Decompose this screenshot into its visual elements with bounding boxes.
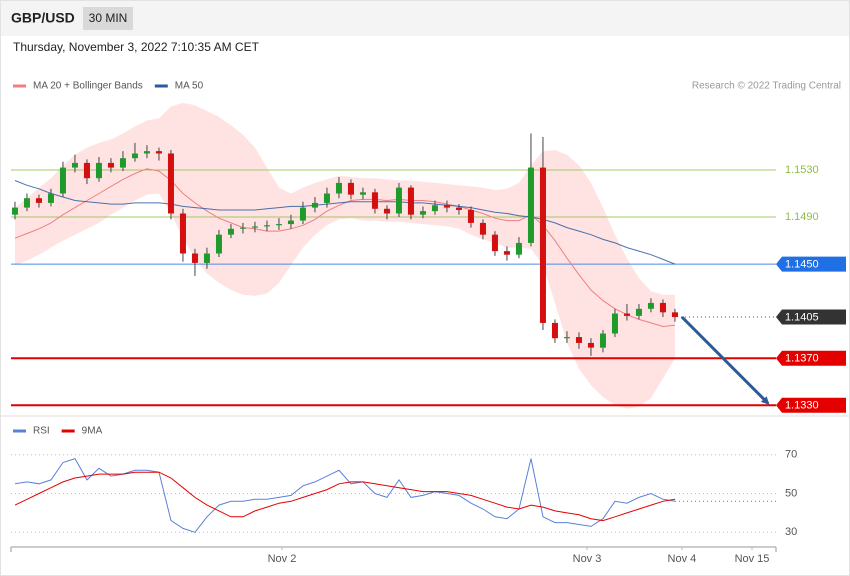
candle-body: [251, 226, 258, 228]
ma50-line: [14, 180, 676, 265]
candle-body: [287, 220, 294, 225]
candle-body: [263, 225, 270, 227]
candle-body: [431, 205, 438, 212]
candle-body: [671, 312, 678, 318]
timeframe-box[interactable]: [83, 7, 133, 30]
candle-body: [467, 209, 474, 223]
level-label: 1.1405: [785, 311, 819, 323]
candle-body: [335, 182, 342, 194]
candle-body: [503, 251, 510, 255]
candle-body: [587, 342, 594, 348]
bollinger-band: [15, 102, 675, 409]
candle-body: [539, 167, 546, 323]
legend-swatch: [13, 429, 26, 433]
level-label: 1.1490: [785, 211, 819, 223]
candle-body: [311, 202, 318, 208]
candle-body: [383, 208, 390, 214]
rsi-tick-label: 30: [785, 526, 797, 538]
candle-body: [359, 192, 366, 195]
candle-body: [47, 193, 54, 203]
candle-body: [167, 153, 174, 214]
candle-body: [515, 242, 522, 255]
candle-body: [83, 162, 90, 179]
candle-body: [575, 337, 582, 343]
candle-body: [407, 187, 414, 215]
candle-body: [563, 337, 570, 339]
candle-body: [659, 302, 666, 313]
x-tick-label: Nov 3: [573, 553, 602, 565]
x-tick-label: Nov 15: [735, 553, 770, 565]
candle-body: [191, 253, 198, 263]
candle-body: [323, 193, 330, 203]
candle-body: [623, 313, 630, 316]
candle-body: [35, 198, 42, 203]
candle-body: [11, 207, 18, 215]
level-label-box: [776, 309, 846, 325]
level-label: 1.1330: [785, 400, 819, 412]
legend-label: MA 20 + Bollinger Bands: [33, 81, 143, 92]
candle-body: [95, 162, 102, 179]
candle-body: [455, 207, 462, 210]
rsi-tick-label: 70: [785, 449, 797, 461]
source: Research © 2022 Trading Central: [692, 81, 841, 92]
timeframe[interactable]: 30 MIN: [89, 11, 128, 25]
candle-body: [131, 153, 138, 159]
candle-body: [611, 313, 618, 334]
candle-body: [275, 224, 282, 226]
candle-body: [635, 308, 642, 316]
candle-body: [239, 227, 246, 229]
ma20-line: [14, 168, 676, 328]
forecast-arrow: [680, 315, 770, 405]
candle-body: [227, 228, 234, 235]
candle-body: [479, 222, 486, 235]
timestamp: Thursday, November 3, 2022 7:10:35 AM CE…: [13, 40, 260, 54]
candle-body: [371, 192, 378, 209]
symbol-title: GBP/USD: [11, 10, 75, 26]
legend-swatch: [154, 84, 168, 88]
candle-body: [527, 167, 534, 243]
legend-label: 9MA: [82, 426, 103, 437]
level-label-box: [776, 397, 846, 413]
x-tick-label: Nov 4: [668, 553, 697, 565]
candle-body: [647, 302, 654, 309]
legend-swatch: [61, 429, 75, 433]
x-tick-label: Nov 2: [268, 553, 297, 565]
candle-body: [203, 253, 210, 263]
level-label: 1.1370: [785, 353, 819, 365]
candle-body: [599, 333, 606, 348]
legend: MA 20 + Bollinger Bands MA 50 RSI 9MA: [13, 81, 204, 437]
candle-body: [347, 182, 354, 195]
legend-label: RSI: [33, 426, 50, 437]
candle-body: [23, 198, 30, 208]
candle-body: [395, 187, 402, 214]
legend-swatch: [13, 84, 26, 88]
candle-body: [179, 213, 186, 254]
candle-body: [215, 234, 222, 254]
rsi-ma-line: [14, 471, 676, 522]
level-label-box: [776, 350, 846, 366]
candle-body: [71, 162, 78, 168]
header-bar: [1, 1, 849, 36]
candle-body: [59, 167, 66, 194]
rsi-tick-label: 50: [785, 487, 797, 499]
level-label: 1.1530: [785, 164, 819, 176]
candle-body: [491, 234, 498, 252]
level-label: 1.1450: [785, 258, 819, 270]
candle-body: [119, 158, 126, 168]
candle-body: [419, 211, 426, 215]
candle-body: [107, 162, 114, 168]
candle-body: [143, 151, 150, 154]
legend-label: MA 50: [175, 81, 204, 92]
candle-body: [155, 151, 162, 154]
level-label-box: [776, 256, 846, 272]
candle-body: [551, 322, 558, 339]
candle-body: [299, 207, 306, 221]
candle-body: [443, 205, 450, 208]
